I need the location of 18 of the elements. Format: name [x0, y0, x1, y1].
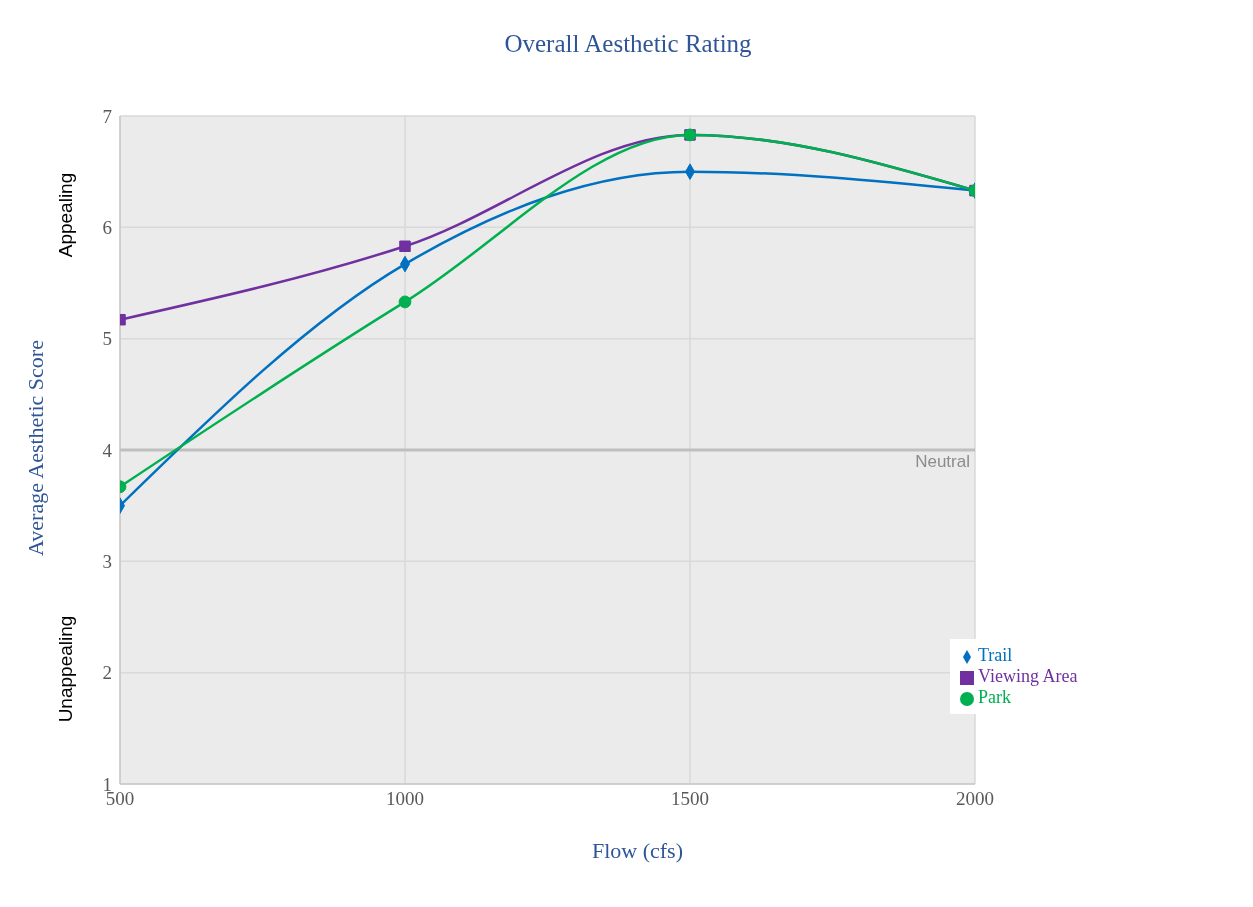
legend-label: Trail [978, 645, 1013, 665]
x-tick-label: 1000 [386, 788, 424, 810]
y-tick-label: 7 [102, 105, 112, 127]
y-axis-title: Average Aesthetic Score [23, 339, 49, 558]
ref-line-label: Neutral [915, 452, 970, 472]
x-tick-label: 1500 [671, 788, 709, 810]
y-tick-label: 4 [102, 439, 113, 461]
x-tick-label: 2000 [956, 788, 994, 810]
y-tick-label: 2 [102, 662, 112, 684]
region-label: Appealing [55, 171, 77, 260]
y-tick-label: 6 [102, 217, 112, 239]
chart-title: Overall Aesthetic Rating [503, 30, 753, 58]
x-axis-title: Flow (cfs) [590, 838, 684, 864]
legend-label: Park [978, 687, 1011, 707]
y-tick-label: 3 [102, 551, 112, 573]
legend-label: Viewing Area [978, 666, 1078, 686]
y-tick-label: 5 [102, 328, 112, 350]
region-label: Unappealing [55, 615, 77, 725]
